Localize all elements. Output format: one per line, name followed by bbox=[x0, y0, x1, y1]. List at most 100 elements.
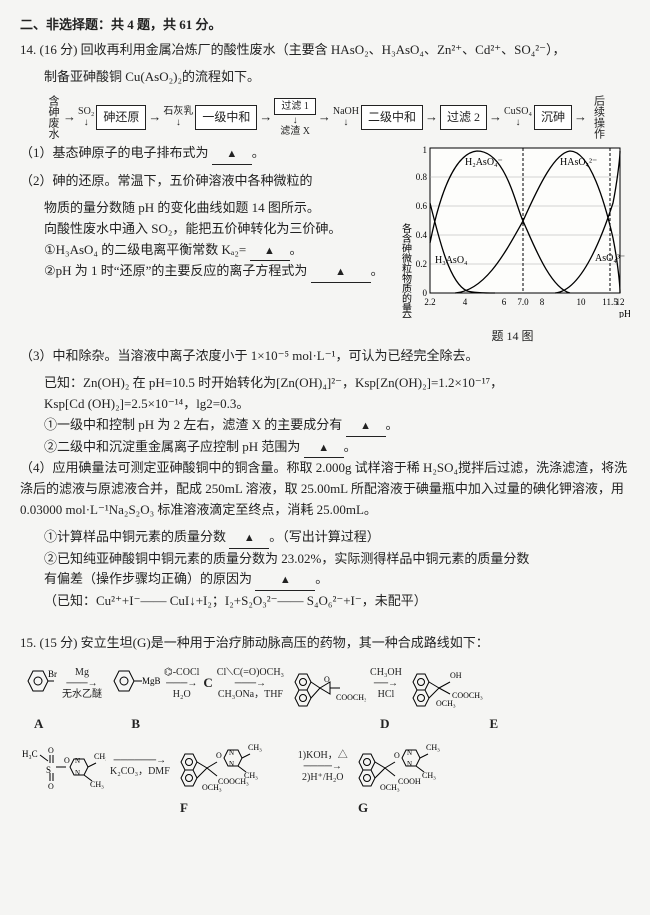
svg-text:O: O bbox=[324, 675, 330, 684]
arrow: → bbox=[489, 107, 502, 128]
flow-step5: 过滤 2 bbox=[440, 105, 487, 130]
svg-text:HAsO₄²⁻: HAsO₄²⁻ bbox=[560, 157, 597, 168]
svg-text:12: 12 bbox=[616, 297, 625, 307]
svg-text:0.8: 0.8 bbox=[416, 172, 428, 182]
q14-p2e: ②pH 为 1 时“还原”的主要反应的离子方程式为 bbox=[44, 263, 307, 278]
q15-num: 15. bbox=[20, 635, 36, 650]
svg-text:0.2: 0.2 bbox=[416, 259, 427, 269]
svg-text:H₃AsO₄: H₃AsO₄ bbox=[435, 255, 468, 266]
arrow: → bbox=[425, 107, 438, 128]
svg-text:N: N bbox=[229, 749, 234, 757]
svg-text:Br: Br bbox=[48, 669, 57, 679]
svg-text:1: 1 bbox=[423, 145, 428, 155]
blank bbox=[311, 261, 371, 283]
q14-flowchart: 含砷废水 → SO₂↓ 砷还原 → 石灰乳↓ 一级中和 → 过滤 1↓滤渣 X … bbox=[20, 95, 630, 139]
q15-labels-row2: F G bbox=[20, 798, 630, 819]
q14-p4c: ②已知纯亚砷酸铜中铜元素的质量分数为 23.02%，实际测得样品中铜元素的质量分… bbox=[20, 549, 630, 570]
svg-text:O: O bbox=[216, 751, 222, 760]
arrow: → bbox=[63, 107, 76, 128]
label-F: F bbox=[180, 798, 188, 819]
r2a: ⌬-COCl bbox=[164, 667, 199, 678]
section-title: 二、非选择题：共 4 题，共 61 分。 bbox=[20, 15, 630, 36]
r4a: CH₃OH bbox=[370, 667, 402, 678]
r5b: K₂CO₃，DMF bbox=[110, 766, 170, 777]
svg-text:N: N bbox=[407, 749, 412, 757]
svg-text:0.4: 0.4 bbox=[416, 230, 428, 240]
svg-text:CH₃: CH₃ bbox=[426, 743, 440, 752]
svg-text:CH₃: CH₃ bbox=[90, 780, 104, 789]
q14-p4a: （4）应用碘量法可测定亚砷酸铜中的铜含量。称取 2.000g 试样溶于稀 H₂S… bbox=[20, 458, 630, 520]
q14-p1: （1）基态砷原子的电子排布式为 bbox=[20, 145, 209, 160]
q14-stem1: 回收再利用金属冶炼厂的酸性废水（主要含 HAsO₂、H₃AsO₄、Zn²⁺、Cd… bbox=[81, 42, 566, 57]
flow-output: 后续操作 bbox=[589, 95, 607, 139]
label-C: C bbox=[203, 673, 212, 694]
blank bbox=[212, 143, 252, 165]
arrow: → bbox=[148, 107, 161, 128]
svg-text:AsO₄³⁻: AsO₄³⁻ bbox=[595, 253, 625, 264]
q14-p3c: Ksp[Cd (OH)₂]=2.5×10⁻¹⁴，lg2=0.3。 bbox=[20, 394, 630, 415]
struct-F: O NN CH₃ CH₃ OCH₃ COOCH₃ bbox=[174, 740, 294, 792]
svg-text:2.2: 2.2 bbox=[424, 297, 435, 307]
svg-text:H₂AsO₄⁻: H₂AsO₄⁻ bbox=[465, 157, 503, 168]
arrow: → bbox=[318, 107, 331, 128]
r1a: Mg bbox=[75, 667, 89, 678]
q15-scheme-row1: Br Mg───→无水乙醚 MgBr ⌬-COCl───→H₂O C Cl⟍C(… bbox=[20, 660, 630, 708]
svg-text:MgBr: MgBr bbox=[142, 676, 160, 686]
label-B: B bbox=[131, 714, 140, 735]
svg-text:0.6: 0.6 bbox=[416, 201, 428, 211]
r4b: HCl bbox=[378, 689, 395, 700]
svg-text:N: N bbox=[407, 760, 412, 768]
label-E: E bbox=[489, 714, 498, 735]
struct-G: O NN CH₃ CH₃ OCH₃ COOH bbox=[352, 740, 472, 792]
svg-text:COOCH₃: COOCH₃ bbox=[218, 777, 249, 786]
q14-p3a: （3）中和除杂。当溶液中离子浓度小于 1×10⁻⁵ mol·L⁻¹，可认为已经完… bbox=[20, 346, 630, 367]
svg-text:7.0: 7.0 bbox=[517, 297, 529, 307]
flow-step4: 二级中和 bbox=[361, 105, 423, 130]
q14-num: 14. bbox=[20, 42, 36, 57]
q14-p3e: ②二级中和沉淀重金属离子应控制 pH 范围为 bbox=[44, 439, 300, 454]
svg-text:pH: pH bbox=[619, 309, 630, 318]
q14-p4d: 有偏差（操作步骤均正确）的原因为 bbox=[44, 571, 252, 586]
flow-input: 含砷废水 bbox=[43, 95, 61, 139]
r3b: CH₃ONa，THF bbox=[218, 689, 283, 700]
struct-D: O COOCH₃ bbox=[288, 660, 366, 708]
flow-above1: SO₂ bbox=[78, 106, 94, 117]
svg-text:O: O bbox=[64, 756, 70, 765]
q14-p3b: 已知：Zn(OH)₂ 在 pH=10.5 时开始转化为[Zn(OH)₄]²⁻，K… bbox=[20, 373, 630, 394]
flow-step2: 一级中和 bbox=[195, 105, 257, 130]
arrow: → bbox=[574, 107, 587, 128]
flow-above6: CuSO₄ bbox=[504, 106, 532, 117]
q15-labels-row1: A B D E bbox=[20, 714, 630, 735]
struct-reagent5: H₃C S O O O NN CH₃ CH₃ bbox=[20, 743, 106, 789]
q14-p2d: ①H₃AsO₄ 的二级电离平衡常数 Kₐ₂= bbox=[44, 242, 246, 257]
graph-caption: 题 14 图 bbox=[395, 327, 630, 346]
r1b: 无水乙醚 bbox=[62, 689, 102, 700]
flow-step1: 砷还原 bbox=[96, 105, 146, 130]
q14-p4b: ①计算样品中铜元素的质量分数 bbox=[44, 529, 226, 544]
label-A: A bbox=[34, 714, 43, 735]
blank bbox=[304, 437, 344, 459]
r3a: Cl⟍C(=O)OCH₃ bbox=[217, 667, 284, 678]
flow-above2: 石灰乳 bbox=[163, 106, 193, 117]
q14-graph: 00.20.4 0.60.81 2.246 7.0810 11.512 pH 各… bbox=[395, 143, 630, 346]
q15: 15. (15 分) 安立生坦(G)是一种用于治疗肺动脉高压的药物，其一种合成路… bbox=[20, 633, 630, 654]
svg-text:CH₃: CH₃ bbox=[248, 743, 262, 752]
flow-below3: 滤渣 X bbox=[280, 126, 310, 137]
svg-text:8: 8 bbox=[540, 297, 545, 307]
svg-text:OCH₃: OCH₃ bbox=[436, 699, 456, 708]
r2b: H₂O bbox=[173, 689, 191, 700]
q15-points: (15 分) bbox=[40, 635, 78, 650]
svg-text:O: O bbox=[48, 782, 54, 789]
r6b: 2)H⁺/H₂O bbox=[302, 772, 344, 783]
arrow: → bbox=[259, 107, 272, 128]
svg-text:H₃C: H₃C bbox=[22, 749, 38, 759]
svg-text:N: N bbox=[75, 769, 80, 777]
label-D: D bbox=[380, 714, 389, 735]
struct-E: OH OCH₃ COOCH₃ bbox=[406, 660, 490, 708]
flow-above4: NaOH bbox=[333, 106, 359, 117]
q14: 14. (16 分) 回收再利用金属冶炼厂的酸性废水（主要含 HAsO₂、H₃A… bbox=[20, 40, 630, 61]
blank bbox=[250, 240, 290, 262]
flow-step6: 沉砷 bbox=[534, 105, 572, 130]
q14-stem2: 制备亚砷酸铜 Cu(AsO₂)₂的流程如下。 bbox=[20, 67, 630, 88]
svg-text:CH₃: CH₃ bbox=[422, 771, 436, 780]
